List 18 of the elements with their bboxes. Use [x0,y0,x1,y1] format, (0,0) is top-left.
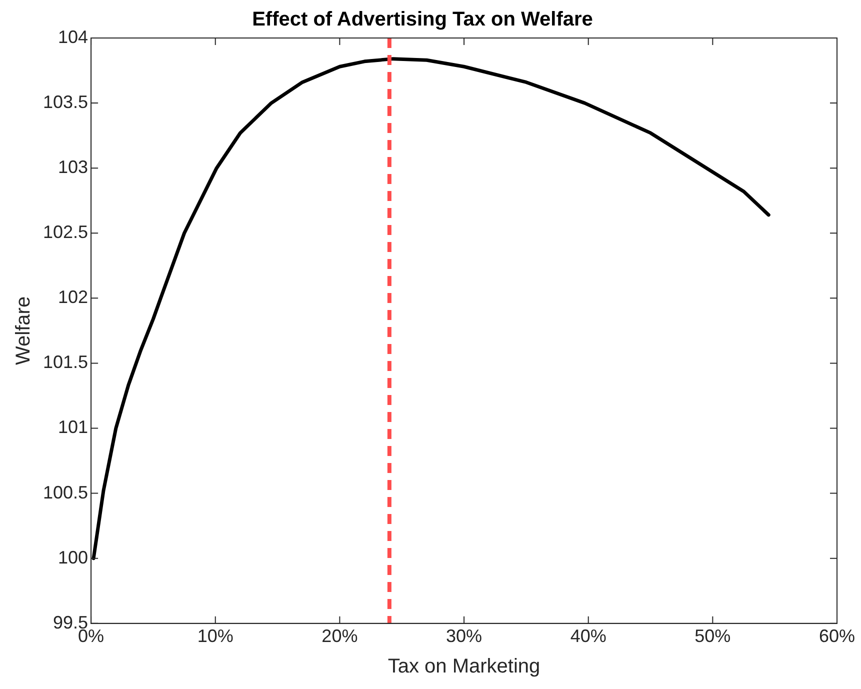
x-tick-label: 50% [694,626,731,646]
chart-title: Effect of Advertising Tax on Welfare [252,8,593,31]
x-tick-label: 10% [197,626,234,646]
y-tick-label: 102 [58,287,88,308]
x-axis-title: Tax on Marketing [388,656,540,678]
x-tick-label: 20% [322,626,358,646]
y-axis-title: Welfare [12,296,35,365]
y-tick-label: 104 [58,26,88,47]
y-tick-label: 100 [58,547,88,568]
y-tick-label: 103 [58,157,88,178]
x-tick-label: 60% [818,626,856,646]
x-tick-label: 30% [446,626,482,646]
y-tick-label: 101 [58,417,88,438]
y-tick-label: 101.5 [42,352,88,372]
y-tick-label: 102.5 [42,222,88,242]
x-tick-label: 40% [570,626,606,646]
y-tick-label: 100.5 [42,482,88,502]
y-tick-label: 103.5 [42,92,88,112]
